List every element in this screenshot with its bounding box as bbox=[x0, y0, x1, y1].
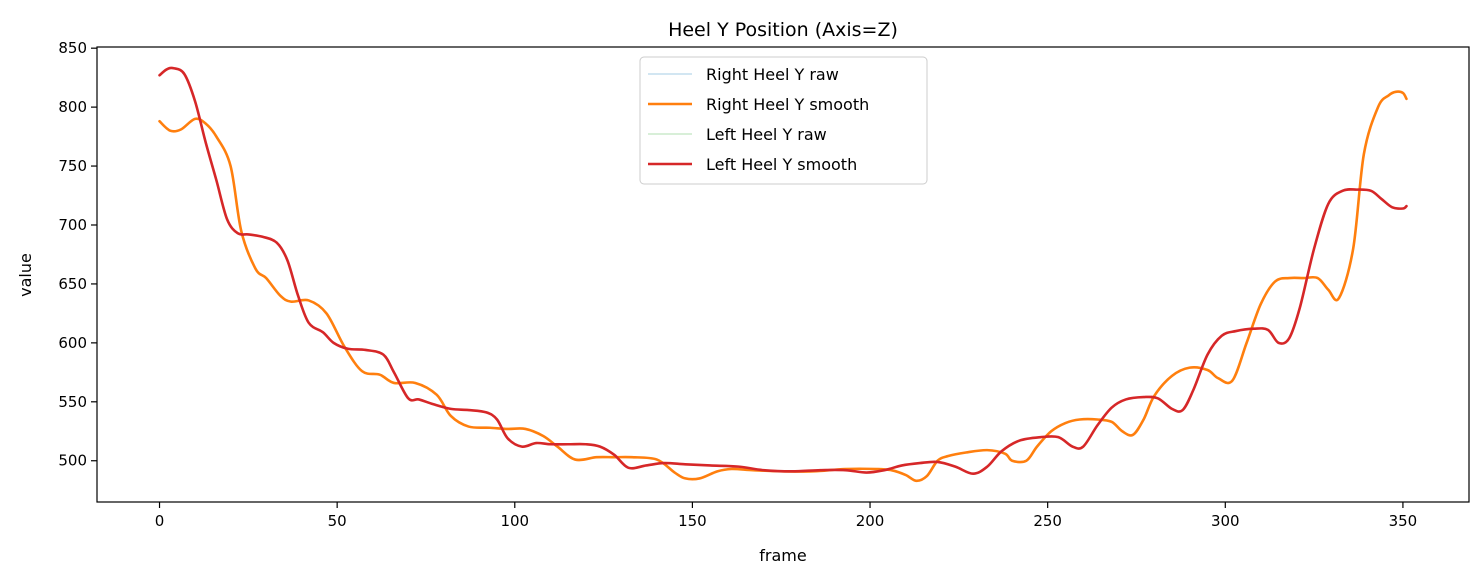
y-tick-label: 500 bbox=[58, 452, 87, 470]
x-tick-label: 250 bbox=[1033, 512, 1062, 530]
y-tick-label: 800 bbox=[58, 98, 87, 116]
y-tick-label: 700 bbox=[58, 216, 87, 234]
y-tick-label: 850 bbox=[58, 39, 87, 57]
y-axis: 500 550 600 650 700 750 800 850 bbox=[58, 39, 97, 470]
legend-items: Right Heel Y raw Right Heel Y smooth Left … bbox=[648, 65, 869, 174]
series-line-4 bbox=[158, 66, 1408, 476]
plot-frame bbox=[96, 46, 1470, 503]
x-axis: 0 50 100 150 200 250 300 350 bbox=[155, 502, 1417, 530]
series-line-2 bbox=[158, 90, 1408, 483]
y-tick-label: 600 bbox=[58, 334, 87, 352]
x-tick-label: 100 bbox=[500, 512, 529, 530]
x-tick-label: 0 bbox=[155, 512, 165, 530]
x-tick-label: 300 bbox=[1211, 512, 1240, 530]
y-axis-label: value bbox=[16, 253, 35, 297]
y-tick-label: 750 bbox=[58, 157, 87, 175]
chart-title: Heel Y Position (Axis=Z) bbox=[668, 19, 898, 41]
legend-box bbox=[639, 56, 928, 185]
series-layer bbox=[158, 66, 1408, 483]
legend-label-3: Left Heel Y raw bbox=[706, 125, 827, 144]
x-tick-label: 150 bbox=[678, 512, 707, 530]
x-tick-label: 50 bbox=[328, 512, 347, 530]
x-tick-label: 200 bbox=[856, 512, 885, 530]
legend: Right Heel Y raw Right Heel Y smooth Left … bbox=[639, 56, 928, 185]
x-tick-label: 350 bbox=[1389, 512, 1418, 530]
legend-label-2: Right Heel Y smooth bbox=[706, 95, 869, 114]
legend-label-4: Left Heel Y smooth bbox=[706, 155, 857, 174]
y-tick-label: 650 bbox=[58, 275, 87, 293]
y-tick-label: 550 bbox=[58, 393, 87, 411]
x-axis-label: frame bbox=[759, 546, 806, 565]
legend-label-1: Right Heel Y raw bbox=[706, 65, 839, 84]
